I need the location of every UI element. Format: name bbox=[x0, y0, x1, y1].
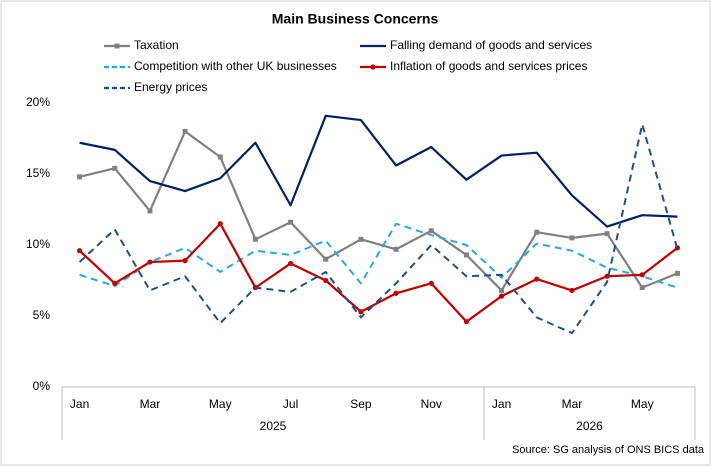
x-tick-label: Jan bbox=[492, 397, 511, 411]
data-point bbox=[323, 256, 329, 262]
y-tick-label: 0% bbox=[33, 379, 51, 393]
y-tick-label: 10% bbox=[26, 237, 50, 251]
data-point bbox=[534, 229, 540, 235]
data-point bbox=[358, 309, 364, 315]
x-tick-label: Mar bbox=[140, 397, 161, 411]
x-tick-label: Nov bbox=[421, 397, 442, 411]
series-line bbox=[78, 123, 679, 335]
data-point bbox=[498, 293, 505, 299]
data-point bbox=[358, 236, 364, 242]
data-point bbox=[463, 252, 469, 258]
legend-label: Inflation of goods and services prices bbox=[390, 59, 587, 73]
series-line bbox=[79, 222, 678, 289]
data-point bbox=[288, 219, 294, 225]
data-point bbox=[112, 280, 118, 286]
data-point bbox=[217, 221, 223, 227]
series-line bbox=[79, 130, 678, 292]
legend-label: Taxation bbox=[134, 38, 179, 52]
legend-label: Falling demand of goods and services bbox=[390, 38, 592, 52]
legend-label: Energy prices bbox=[134, 80, 207, 94]
x-tick-label: Jul bbox=[283, 397, 298, 411]
series-line bbox=[79, 114, 678, 228]
data-point bbox=[604, 231, 610, 237]
data-point bbox=[287, 260, 294, 267]
y-tick-label: 20% bbox=[26, 95, 50, 109]
chart-title: Main Business Concerns bbox=[272, 11, 439, 27]
data-point bbox=[217, 154, 223, 160]
legend-marker bbox=[370, 64, 376, 70]
y-tick-label: 5% bbox=[33, 308, 51, 322]
data-point bbox=[499, 287, 505, 293]
data-point bbox=[252, 236, 258, 242]
data-point bbox=[463, 319, 470, 325]
data-point bbox=[428, 228, 434, 234]
data-point bbox=[77, 174, 83, 180]
data-point bbox=[182, 128, 188, 134]
data-point bbox=[182, 258, 188, 264]
x-tick-label: May bbox=[631, 397, 654, 411]
data-point bbox=[534, 276, 540, 282]
legend-label: Competition with other UK businesses bbox=[134, 59, 337, 73]
data-point bbox=[147, 208, 153, 214]
x-tick-label: Jan bbox=[70, 397, 89, 411]
data-point bbox=[393, 246, 399, 252]
source-note: Source: SG analysis of ONS BICS data bbox=[512, 444, 705, 456]
x-tick-label: Sep bbox=[350, 397, 372, 411]
data-point bbox=[323, 277, 329, 284]
data-point bbox=[428, 280, 434, 286]
data-point bbox=[569, 287, 575, 294]
data-point bbox=[639, 272, 645, 278]
data-point bbox=[639, 285, 645, 291]
data-point bbox=[569, 235, 575, 241]
x-tick-label: May bbox=[209, 397, 232, 411]
data-point bbox=[147, 259, 153, 265]
group-label: 2025 bbox=[260, 419, 287, 433]
series-line bbox=[78, 222, 679, 323]
data-point bbox=[112, 165, 118, 171]
data-point bbox=[674, 270, 680, 276]
y-tick-label: 15% bbox=[26, 166, 50, 180]
data-point bbox=[76, 248, 83, 254]
data-point bbox=[393, 290, 399, 296]
x-tick-label: Mar bbox=[562, 397, 583, 411]
legend-marker bbox=[114, 43, 120, 49]
group-label: 2026 bbox=[576, 419, 603, 433]
